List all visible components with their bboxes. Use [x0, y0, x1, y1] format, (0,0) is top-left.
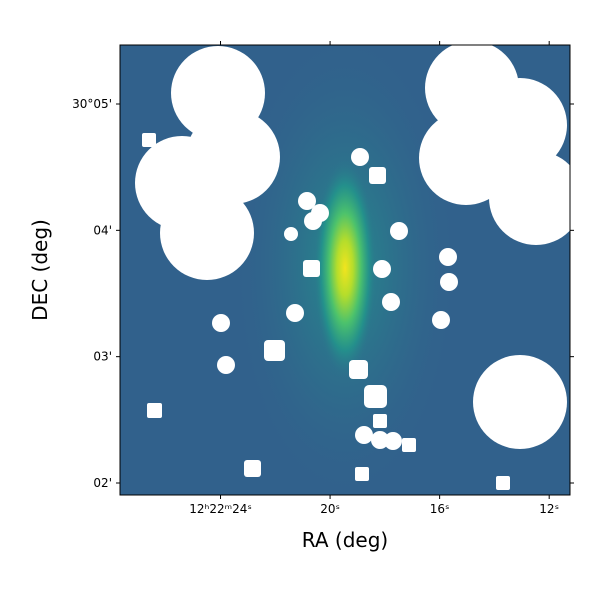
x-tick-label: 20ˢ: [320, 502, 340, 516]
y-tick-label: 03': [93, 350, 112, 364]
y-axis-label: DEC (deg): [28, 219, 52, 321]
x-tick-label: 16ˢ: [430, 502, 450, 516]
y-tick-label: 30°05': [72, 97, 112, 111]
masks: [135, 45, 570, 490]
image: [120, 45, 570, 495]
y-tick-label: 04': [93, 223, 112, 237]
x-tick-label: 12ˢ: [539, 502, 559, 516]
x-axis-label: RA (deg): [302, 528, 388, 552]
plot-frame: [119, 44, 571, 496]
x-tick-label: 12ʰ22ᵐ24ˢ: [189, 502, 252, 516]
y-tick-label: 02': [93, 476, 112, 490]
